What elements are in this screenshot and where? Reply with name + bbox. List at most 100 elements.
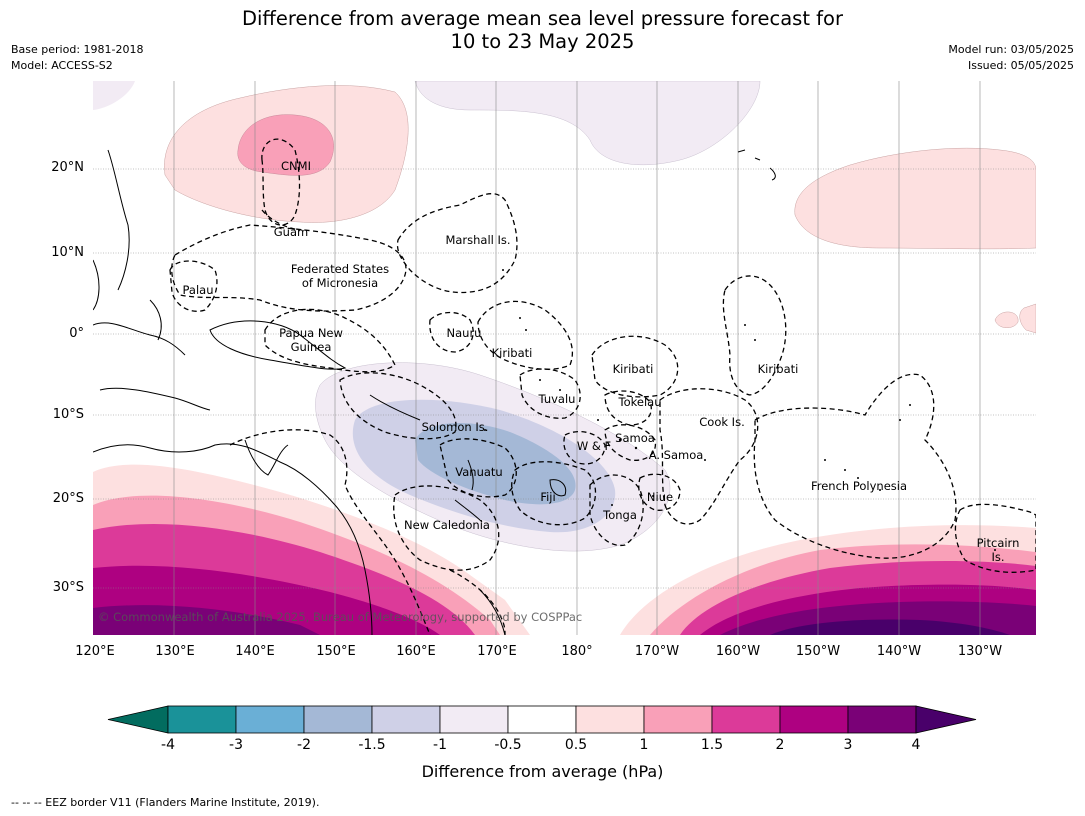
anomaly-nw-corner-neg (93, 81, 135, 110)
coastlines (93, 149, 776, 635)
colorbar-tick-label: 1 (639, 737, 649, 753)
lon-label-150w: 150°W (795, 644, 841, 659)
label-palau: Palau (183, 283, 214, 297)
lat-label-0: 0° (69, 326, 84, 341)
colorbar-bin (167, 705, 237, 734)
label-french-polynesia: French Polynesia (811, 479, 907, 493)
eez-niue (638, 473, 681, 511)
label-pitcairn-line2: Is. (991, 550, 1004, 564)
coast-australia-gulf (244, 439, 289, 476)
lon-label-180: 180° (561, 644, 593, 659)
model-name: Model: ACCESS-S2 (11, 59, 113, 72)
lon-label-140w: 140°W (876, 644, 922, 659)
colorbar-bin (779, 705, 849, 734)
colorbar-tick-label: 3 (843, 737, 853, 753)
colorbar-tick-label: -4 (161, 737, 175, 753)
eez-kiribati-gilbert (477, 300, 574, 370)
title-line-2: 10 to 23 May 2025 (450, 30, 635, 53)
lon-label-140e: 140°E (235, 644, 275, 659)
colorbar-bin (643, 705, 713, 734)
eez-kiribati-phoenix (591, 335, 679, 398)
copyright-notice: © Commonwealth of Australia 2025, Bureau… (98, 610, 582, 624)
model-run: Model run: 03/05/2025 (948, 43, 1074, 56)
country-labels: CNMI Guam Marshall Is. Federated States … (183, 159, 1020, 564)
colorbar-bin (575, 705, 645, 734)
lon-label-120e: 120°E (75, 644, 115, 659)
colorbar-bin (371, 705, 441, 734)
map-area[interactable]: CNMI Guam Marshall Is. Federated States … (93, 81, 1036, 635)
eez-guam (261, 209, 301, 231)
issued-date: Issued: 05/05/2025 (967, 59, 1074, 72)
eez-fsm (171, 224, 407, 312)
colorbar-bin (847, 705, 917, 734)
label-asamoa: A. Samoa (649, 448, 704, 462)
colorbar (100, 700, 985, 744)
label-tuvalu: Tuvalu (538, 392, 576, 406)
label-new-caledonia: New Caledonia (404, 518, 490, 532)
island-dots (484, 269, 996, 551)
lon-label-170e: 170°E (477, 644, 517, 659)
lat-label-10s: 10°S (52, 407, 84, 422)
label-wf: W & F (577, 439, 611, 453)
lon-label-160e: 160°E (396, 644, 436, 659)
colorbar-over-arrow (915, 705, 977, 734)
coast-australia (93, 443, 373, 635)
label-pitcairn-line1: Pitcairn (977, 536, 1020, 550)
eez-wf (563, 431, 606, 465)
lon-label-150e: 150°E (316, 644, 356, 659)
eez-cook (659, 388, 759, 525)
colorbar-tick-label: 0.5 (564, 737, 588, 753)
coast-new-guinea (209, 320, 347, 370)
coast-philippines (107, 149, 130, 291)
label-guam: Guam (274, 225, 308, 239)
label-solomon: Solomon Is. (422, 420, 489, 434)
meta-left: Base period: 1981-2018 Model: ACCESS-S2 (11, 42, 143, 74)
label-fiji: Fiji (540, 490, 555, 504)
base-period: Base period: 1981-2018 (11, 43, 144, 56)
label-kiribati-east: Kiribati (758, 362, 799, 376)
negative-anomaly-fields (93, 81, 761, 552)
colorbar-svg (107, 705, 977, 734)
lon-label-130w: 130°W (957, 644, 1003, 659)
coast-indonesia-2 (99, 387, 211, 411)
eez-footnote: -- -- -- EEZ border V11 (Flanders Marine… (11, 796, 320, 809)
colorbar-tick-label: -1.5 (358, 737, 386, 753)
eez-tokelau (604, 390, 652, 426)
lat-label-20s: 20°S (52, 491, 84, 506)
meta-right: Model run: 03/05/2025 Issued: 05/05/2025 (948, 42, 1074, 74)
label-samoa: Samoa (615, 431, 655, 445)
graticule (93, 81, 1036, 635)
colorbar-bins (167, 705, 917, 734)
colorbar-tick-label: -0.5 (494, 737, 522, 753)
eez-nauru (429, 311, 474, 353)
lat-label-20n: 20°N (51, 160, 84, 175)
coast-sulawesi (149, 299, 162, 341)
coast-indonesia-1 (93, 322, 186, 356)
anomaly-south-core-4 (770, 619, 1010, 635)
colorbar-bin (711, 705, 781, 734)
label-fsm-line1: Federated States (291, 262, 389, 276)
coast-solomons (369, 394, 421, 421)
label-niue: Niue (647, 490, 673, 504)
coast-vanuatu (467, 459, 474, 491)
eez-tonga (589, 474, 644, 547)
colorbar-bin (507, 705, 577, 734)
colorbar-tick-label: -2 (297, 737, 311, 753)
lon-label-160w: 160°W (715, 644, 761, 659)
label-fsm-line2: of Micronesia (302, 276, 378, 290)
anomaly-east-small-patch (994, 311, 1019, 328)
colorbar-title: Difference from average (hPa) (421, 762, 664, 781)
eez-australia (229, 429, 431, 635)
lat-label-30s: 30°S (52, 580, 84, 595)
eez-cnmi (261, 138, 301, 226)
label-marshall: Marshall Is. (445, 233, 510, 247)
eez-marshall (396, 193, 518, 294)
colorbar-tick-label: -3 (229, 737, 243, 753)
lat-label-10n: 10°N (51, 245, 84, 260)
label-tokelau: Tokelau (618, 395, 662, 409)
colorbar-bin (303, 705, 373, 734)
coast-fiji (549, 479, 567, 497)
label-kiribati-west: Kiribati (492, 346, 533, 360)
colorbar-bin (235, 705, 305, 734)
positive-anomaly-fields (93, 85, 1036, 635)
